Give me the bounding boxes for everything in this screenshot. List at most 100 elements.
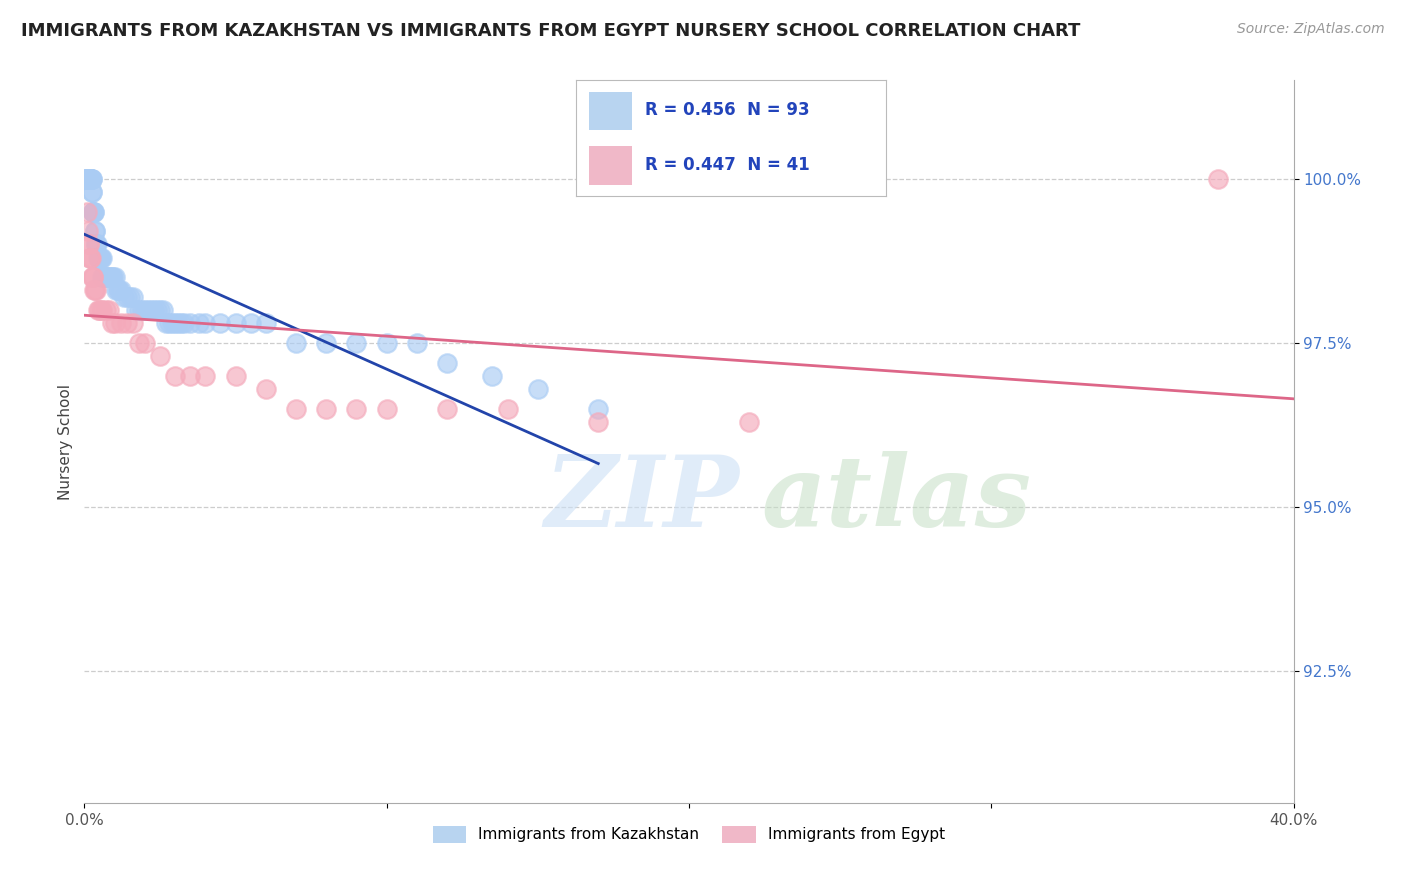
Point: [80, 171, 103, 186]
Point: [94, 270, 117, 285]
Point: [77, 171, 100, 186]
Point: [101, 270, 124, 285]
Point: [86, 284, 108, 298]
Point: [86, 237, 108, 252]
Point: [89, 303, 111, 318]
Point: [346, 401, 368, 416]
Point: [115, 290, 138, 304]
Point: [121, 290, 143, 304]
Point: [77, 171, 100, 186]
Point: [179, 316, 201, 330]
Point: [225, 316, 247, 330]
Point: [79, 171, 101, 186]
Point: [83, 284, 105, 298]
Point: [76, 171, 98, 186]
Point: [96, 270, 118, 285]
Point: [82, 185, 104, 199]
Point: [75, 171, 97, 186]
Point: [77, 237, 100, 252]
Point: [80, 270, 103, 285]
Point: [79, 171, 101, 186]
Point: [77, 171, 100, 186]
Point: [149, 349, 172, 363]
Point: [160, 316, 183, 330]
Point: [346, 336, 368, 351]
Point: [149, 303, 172, 318]
Point: [136, 303, 159, 318]
Point: [315, 336, 337, 351]
Point: [86, 237, 108, 252]
Point: [436, 356, 458, 370]
Point: [134, 303, 156, 318]
Point: [155, 316, 177, 330]
Point: [170, 316, 193, 330]
Point: [80, 171, 103, 186]
Point: [94, 270, 117, 285]
Text: atlas: atlas: [762, 451, 1032, 548]
Point: [481, 368, 503, 383]
Point: [107, 284, 129, 298]
Point: [91, 303, 114, 318]
Point: [239, 316, 262, 330]
Point: [76, 171, 98, 186]
Point: [375, 336, 398, 351]
Point: [738, 415, 761, 429]
Point: [104, 316, 127, 330]
Point: [173, 316, 195, 330]
Point: [131, 303, 153, 318]
Point: [82, 204, 104, 219]
Point: [375, 401, 398, 416]
Point: [285, 401, 308, 416]
Point: [91, 270, 114, 285]
Point: [80, 171, 103, 186]
Point: [94, 303, 117, 318]
Point: [84, 237, 107, 252]
Point: [285, 336, 308, 351]
Point: [76, 171, 98, 186]
Point: [84, 224, 107, 238]
Point: [254, 316, 277, 330]
Point: [82, 204, 104, 219]
Point: [167, 316, 190, 330]
Point: [125, 303, 148, 318]
Point: [436, 401, 458, 416]
Point: [108, 284, 131, 298]
Text: IMMIGRANTS FROM KAZAKHSTAN VS IMMIGRANTS FROM EGYPT NURSERY SCHOOL CORRELATION C: IMMIGRANTS FROM KAZAKHSTAN VS IMMIGRANTS…: [21, 22, 1080, 40]
Point: [87, 251, 110, 265]
Point: [110, 316, 132, 330]
Point: [315, 401, 337, 416]
Point: [115, 316, 138, 330]
Point: [80, 171, 103, 186]
Point: [100, 270, 122, 285]
Point: [76, 171, 98, 186]
Point: [254, 382, 277, 396]
Point: [76, 171, 98, 186]
Point: [128, 303, 150, 318]
Point: [112, 290, 135, 304]
Point: [93, 270, 115, 285]
Point: [406, 336, 429, 351]
Point: [82, 204, 104, 219]
Point: [128, 336, 150, 351]
Text: ZIP: ZIP: [544, 451, 738, 548]
Point: [83, 204, 105, 219]
FancyBboxPatch shape: [589, 92, 633, 130]
Point: [105, 284, 128, 298]
Point: [90, 251, 112, 265]
Point: [139, 303, 162, 318]
Point: [179, 368, 201, 383]
Point: [142, 303, 165, 318]
Point: [84, 224, 107, 238]
Point: [588, 415, 610, 429]
Point: [588, 401, 610, 416]
Point: [188, 316, 211, 330]
Point: [104, 270, 127, 285]
Point: [89, 251, 111, 265]
Point: [79, 251, 101, 265]
Point: [98, 270, 121, 285]
Point: [80, 185, 103, 199]
Point: [194, 368, 217, 383]
Point: [90, 303, 112, 318]
Point: [87, 251, 110, 265]
Point: [77, 237, 100, 252]
